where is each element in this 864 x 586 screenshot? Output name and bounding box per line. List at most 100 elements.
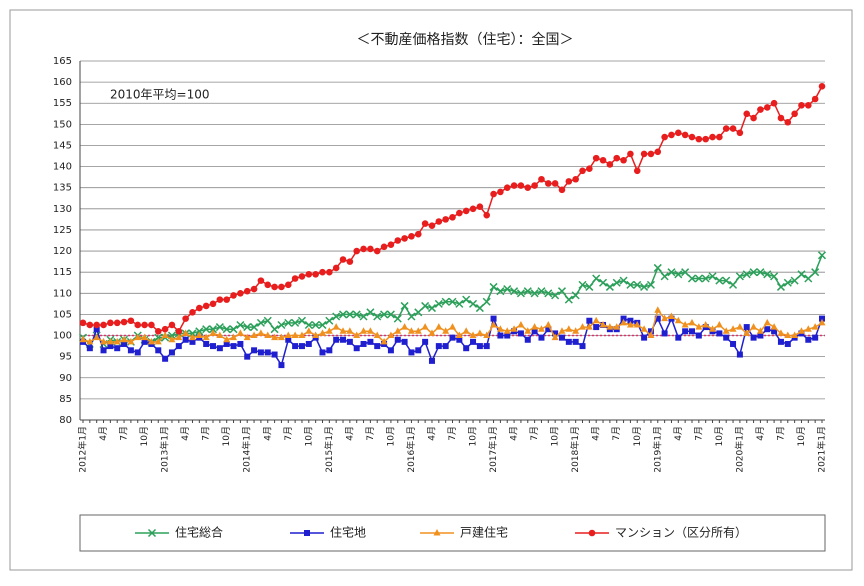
marker: [435, 323, 443, 330]
marker: [641, 334, 648, 341]
marker: [579, 343, 586, 350]
marker: [277, 320, 286, 330]
marker: [414, 230, 422, 238]
marker: [298, 343, 305, 350]
marker: [619, 276, 628, 285]
marker: [716, 133, 723, 141]
marker: [715, 276, 724, 285]
marker: [182, 315, 189, 322]
marker: [750, 114, 757, 122]
marker: [523, 287, 532, 296]
marker: [216, 296, 224, 303]
x-tick-label: 10月: [714, 426, 725, 446]
marker: [195, 327, 204, 336]
marker: [490, 190, 497, 198]
marker: [709, 325, 717, 332]
marker: [352, 310, 361, 319]
marker: [455, 299, 464, 308]
x-tick-label: 4月: [509, 426, 520, 441]
x-tick-label: 10月: [796, 426, 807, 446]
marker: [798, 102, 805, 109]
marker: [558, 334, 565, 341]
marker: [175, 328, 183, 335]
marker: [675, 334, 682, 341]
marker: [524, 336, 531, 343]
marker: [470, 338, 477, 345]
x-tick-label: 4月: [426, 426, 437, 441]
marker: [586, 317, 593, 324]
marker: [688, 328, 695, 335]
marker: [113, 319, 121, 327]
marker: [210, 343, 217, 350]
marker: [736, 323, 744, 330]
marker: [770, 272, 779, 281]
marker: [284, 318, 293, 327]
marker: [750, 323, 758, 330]
marker: [770, 99, 778, 107]
marker: [654, 306, 662, 313]
marker: [223, 296, 230, 303]
marker: [496, 325, 504, 332]
marker: [107, 343, 114, 350]
marker: [557, 287, 567, 296]
x-tick-label: 10月: [303, 426, 314, 446]
marker: [510, 287, 519, 296]
y-tick-label: 135: [53, 183, 72, 194]
marker: [298, 273, 306, 280]
y-tick-label: 80: [59, 415, 72, 426]
marker: [455, 331, 463, 339]
marker: [134, 333, 142, 341]
marker: [497, 188, 504, 196]
marker: [476, 329, 484, 336]
marker: [510, 325, 518, 332]
marker: [393, 314, 402, 323]
marker: [264, 331, 272, 339]
marker: [578, 280, 587, 289]
marker: [202, 325, 211, 334]
marker: [360, 245, 367, 253]
marker: [791, 110, 798, 118]
marker: [277, 333, 285, 341]
marker: [415, 347, 422, 354]
marker: [250, 323, 259, 332]
marker: [756, 327, 764, 334]
marker: [702, 135, 709, 143]
marker: [345, 310, 354, 319]
x-tick-label: 2019年1月: [651, 426, 663, 473]
marker: [784, 331, 792, 339]
y-tick-label: 140: [53, 162, 72, 173]
marker: [647, 328, 654, 335]
marker: [141, 333, 149, 341]
marker: [229, 325, 238, 334]
marker: [579, 323, 587, 330]
marker: [333, 336, 340, 343]
marker: [244, 353, 251, 360]
marker: [579, 167, 586, 175]
marker: [551, 291, 560, 300]
marker: [373, 247, 381, 255]
marker: [216, 331, 224, 339]
marker: [408, 349, 415, 356]
marker: [339, 256, 347, 263]
marker: [627, 150, 634, 158]
marker: [571, 291, 580, 300]
marker: [100, 347, 107, 354]
marker: [284, 281, 292, 289]
marker: [483, 343, 490, 350]
marker: [565, 178, 573, 185]
marker: [93, 326, 100, 333]
x-tick-label: 2015年1月: [323, 426, 335, 473]
marker: [791, 331, 799, 339]
marker: [216, 345, 223, 352]
marker: [188, 333, 196, 341]
x-tick-label: 7月: [119, 426, 130, 441]
marker: [565, 325, 573, 332]
marker: [749, 268, 758, 277]
marker: [230, 292, 237, 299]
marker: [530, 289, 539, 298]
marker: [285, 336, 292, 343]
marker: [407, 312, 416, 321]
marker: [537, 325, 545, 332]
marker: [592, 274, 601, 283]
marker: [462, 207, 470, 215]
